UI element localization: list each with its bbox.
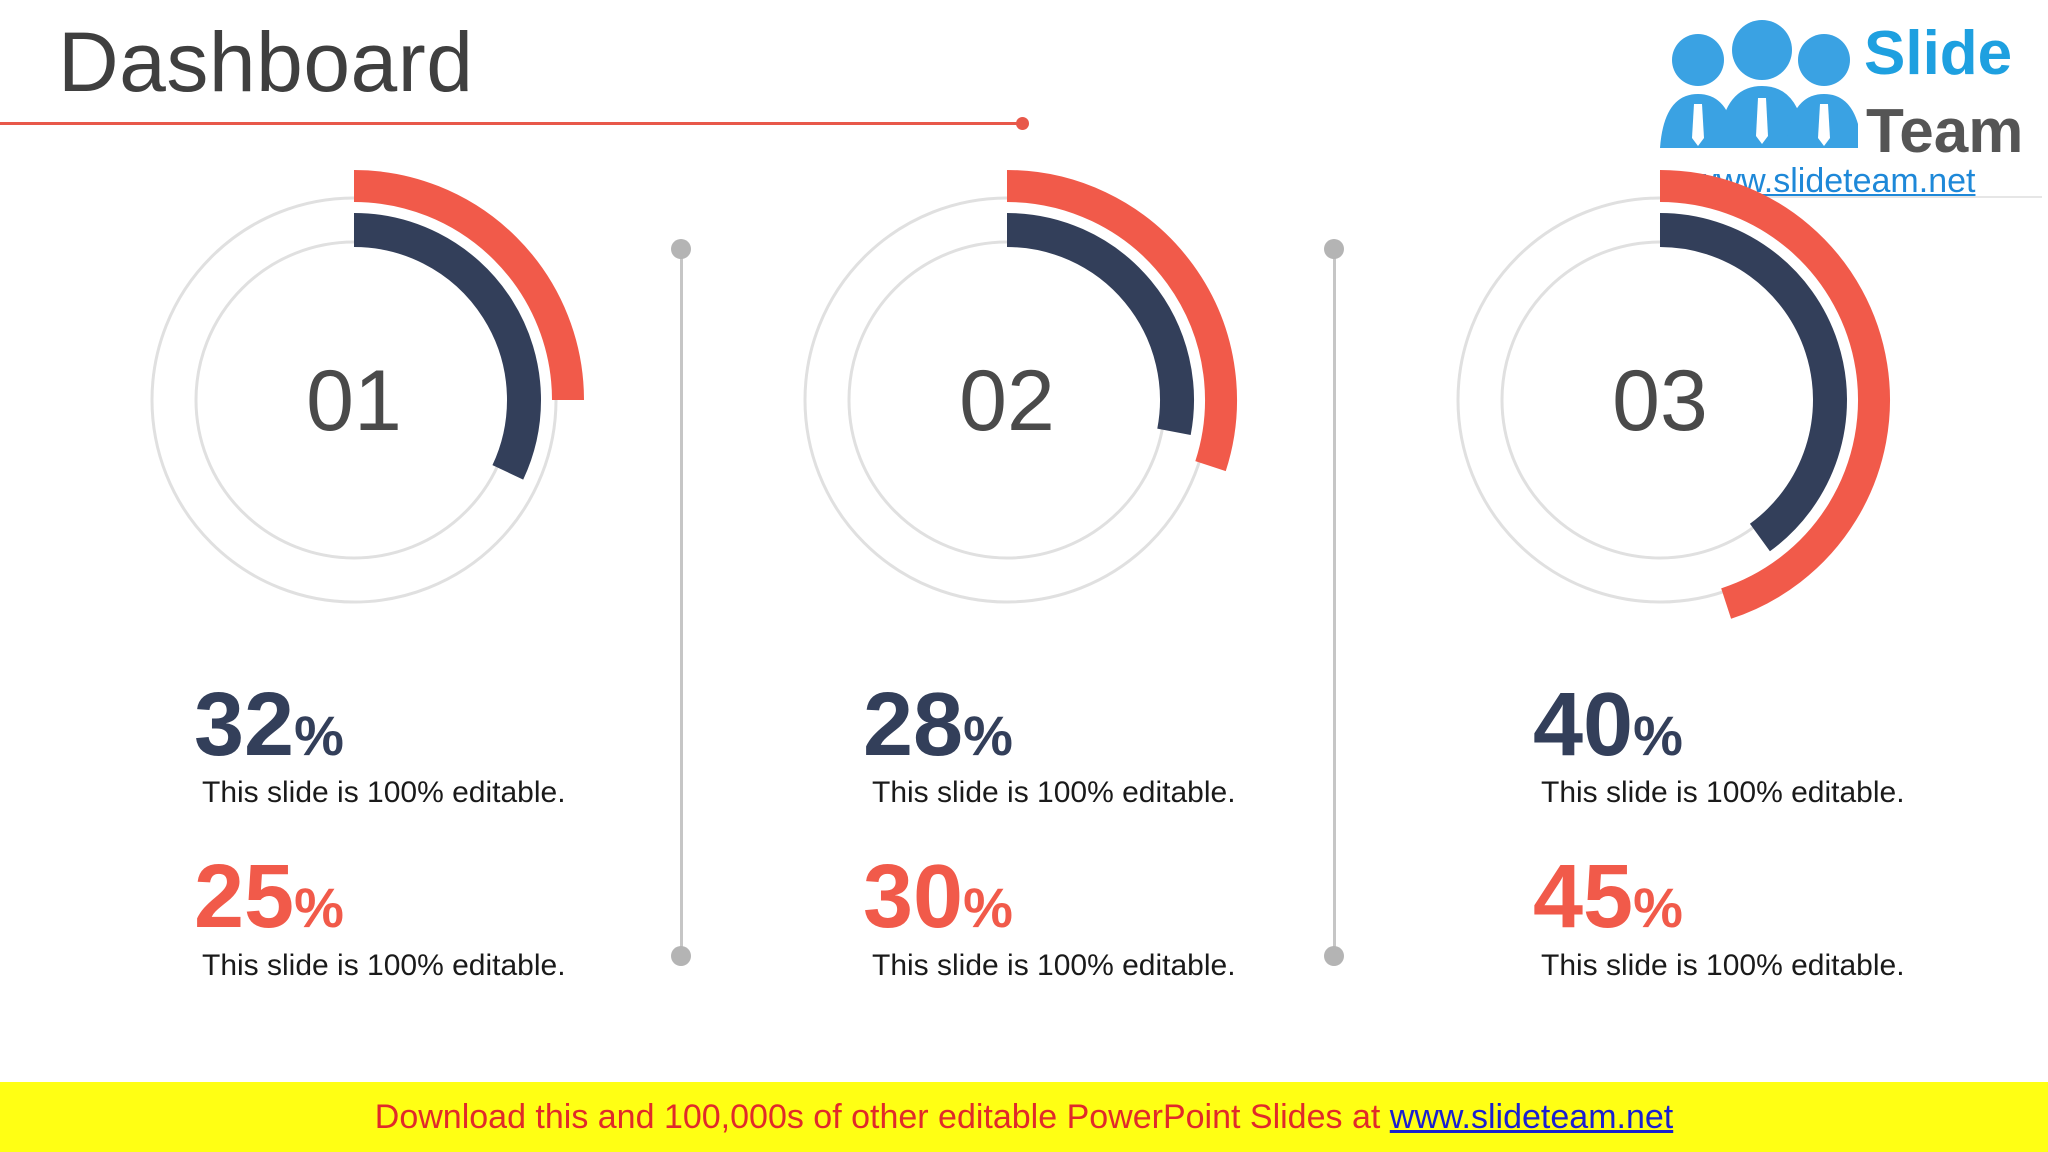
divider-1-top-dot: [671, 239, 691, 259]
divider-2-bottom-dot: [1324, 946, 1344, 966]
stat-2-navy-percent: %: [963, 704, 1013, 767]
stat-2-navy-value: 28: [863, 675, 964, 775]
chart-2-red-arc: [1006, 170, 1237, 472]
stat-3-navy-percent: %: [1633, 704, 1683, 767]
stat-3-red-text: This slide is 100% editable.: [1541, 949, 1905, 982]
stat-2-red: 30%: [863, 852, 1013, 942]
chart-1-center-label: 01: [306, 353, 402, 449]
divider-2-top-dot: [1324, 239, 1344, 259]
stat-2-navy: 28%: [863, 680, 1013, 770]
stat-3-navy-text: This slide is 100% editable.: [1541, 776, 1905, 809]
stat-3-navy: 40%: [1533, 680, 1683, 770]
chart-1-red-arc: [353, 170, 584, 401]
logo-divider: [1690, 196, 2042, 198]
column-divider-1: [680, 248, 683, 955]
stat-1-red: 25%: [194, 852, 344, 942]
stat-2-red-percent: %: [963, 876, 1013, 939]
banner-link[interactable]: www.slideteam.net: [1389, 1098, 1674, 1136]
people-icon: [1660, 20, 1858, 148]
chart-1-navy-arc: [353, 213, 541, 480]
stat-3-navy-value: 40: [1533, 675, 1634, 775]
stat-1-navy-text: This slide is 100% editable.: [202, 776, 566, 809]
stat-1-red-percent: %: [294, 876, 344, 939]
stat-3-red-percent: %: [1633, 876, 1683, 939]
banner-message: Download this and 100,000s of other edit…: [374, 1098, 1390, 1136]
title-underline-dot: [1016, 117, 1029, 130]
page-title: Dashboard: [58, 15, 474, 109]
stat-1-navy-value: 32: [194, 675, 295, 775]
chart-3-red-arc: [1659, 170, 1890, 619]
column-divider-2: [1333, 248, 1336, 955]
logo-word-slide: Slide: [1864, 19, 2013, 88]
slideteam-logo[interactable]: Slide Team www.slideteam.net: [1636, 0, 2048, 200]
title-underline: [0, 122, 1022, 125]
chart-3-navy-arc: [1659, 213, 1847, 552]
logo-word-team: Team: [1866, 97, 2024, 166]
stat-2-navy-text: This slide is 100% editable.: [872, 776, 1236, 809]
stat-3-red: 45%: [1533, 852, 1683, 942]
chart-2-center-label: 02: [959, 353, 1055, 449]
stat-1-red-text: This slide is 100% editable.: [202, 949, 566, 982]
stat-3-red-value: 45: [1533, 847, 1634, 947]
chart-3-center-label: 03: [1612, 353, 1708, 449]
download-banner: Download this and 100,000s of other edit…: [0, 1082, 2048, 1152]
stat-1-navy-percent: %: [294, 704, 344, 767]
banner-text: Download this and 100,000s of other edit…: [0, 1098, 2048, 1137]
divider-1-bottom-dot: [671, 946, 691, 966]
stat-1-red-value: 25: [194, 847, 295, 947]
chart-2-navy-arc: [1006, 213, 1194, 436]
stat-2-red-text: This slide is 100% editable.: [872, 949, 1236, 982]
stat-2-red-value: 30: [863, 847, 964, 947]
stat-1-navy: 32%: [194, 680, 344, 770]
